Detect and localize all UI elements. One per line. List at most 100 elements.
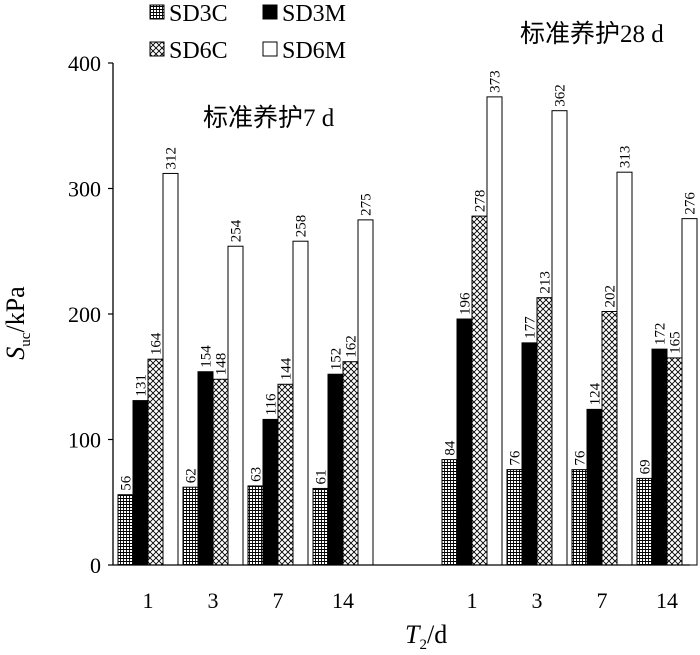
bar-sd6c-g1-t14 xyxy=(342,361,359,566)
y-tick-label-400: 400 xyxy=(68,51,101,76)
y-tick-label-0: 0 xyxy=(90,553,101,578)
y-tick-label-100: 100 xyxy=(68,428,101,453)
bar-sd6c-g2-t1 xyxy=(471,215,488,566)
bar-sd3c-g2-t7 xyxy=(571,469,588,566)
legend-swatch-sd3c xyxy=(149,4,165,20)
bar-sd6m-g2-t14 xyxy=(681,218,698,566)
value-label-sd3c-g2-t3: 76 xyxy=(508,450,524,466)
y-tick-label-200: 200 xyxy=(68,302,101,327)
x-tick-label-g1-t3: 3 xyxy=(208,588,219,613)
bar-sd6c-g1-t7 xyxy=(277,383,294,566)
legend-label-sd6m: SD6M xyxy=(282,38,346,64)
x-tick-label-g2-t14: 14 xyxy=(656,588,678,613)
value-label-sd6c-g1-t14: 162 xyxy=(344,335,360,358)
axes-layer: 1 3 7 14 1 3 7 14 0 100 200 300 400 xyxy=(68,51,690,613)
value-label-sd6c-g2-t1: 278 xyxy=(473,190,489,213)
legend-label-sd3c: SD3C xyxy=(169,1,228,27)
value-label-sd6m-g1-t14: 275 xyxy=(359,193,375,216)
value-label-sd3c-g1-t7: 63 xyxy=(249,467,265,482)
value-label-sd6m-g1-t3: 254 xyxy=(229,219,245,242)
bar-sd3c-g2-t14 xyxy=(636,477,653,566)
value-label-sd6c-g1-t7: 144 xyxy=(279,357,295,380)
bar-sd6c-g2-t14 xyxy=(666,357,683,566)
y-axis-title-main: S xyxy=(0,346,30,360)
value-label-sd6m-g2-t3: 362 xyxy=(553,84,569,107)
value-label-sd3m-g1-t7: 116 xyxy=(264,393,280,415)
value-label-sd6c-g1-t3: 148 xyxy=(214,353,230,376)
bar-sd6m-g2-t7 xyxy=(616,171,633,566)
bar-sd3m-g1-t14 xyxy=(327,373,344,566)
x-tick-label-g2-t7: 7 xyxy=(597,588,608,613)
value-label-sd6c-g2-t7: 202 xyxy=(603,285,619,308)
y-tick-label-300: 300 xyxy=(68,177,101,202)
bar-sd3c-g1-t7 xyxy=(247,485,264,566)
value-label-sd3m-g2-t14: 172 xyxy=(653,323,669,346)
bar-sd3m-g2-t14 xyxy=(651,348,668,566)
legend-swatch-sd6c xyxy=(149,41,165,57)
value-label-sd6m-g1-t1: 312 xyxy=(164,147,180,170)
value-label-sd6c-g2-t3: 213 xyxy=(538,271,554,294)
legend-swatch-sd6m xyxy=(262,41,278,57)
x-tick-label-g1-t14: 14 xyxy=(332,588,354,613)
bar-sd6m-g1-t3 xyxy=(227,245,244,566)
bars-layer xyxy=(117,96,698,566)
value-label-sd3m-g1-t3: 154 xyxy=(199,345,215,368)
bar-sd3m-g2-t1 xyxy=(456,318,473,566)
x-axis-title-main: T xyxy=(405,620,420,649)
bar-sd3m-g1-t3 xyxy=(197,371,214,566)
annotations-layer: 标准养护7 d 标准养护28 d xyxy=(203,20,664,132)
bar-sd3c-g2-t1 xyxy=(441,459,458,566)
bar-sd6m-g2-t1 xyxy=(486,96,503,566)
value-label-sd3m-g1-t14: 152 xyxy=(329,348,345,371)
bar-sd6c-g2-t7 xyxy=(601,310,618,566)
bar-sd3c-g1-t14 xyxy=(312,487,329,566)
y-axis-title-unit: /kPa xyxy=(0,286,30,333)
value-label-sd3m-g1-t1: 131 xyxy=(134,374,150,397)
x-axis-title-sub: 2 xyxy=(419,637,427,654)
bar-sd3c-g1-t3 xyxy=(182,486,199,566)
value-label-sd3c-g1-t14: 61 xyxy=(314,469,330,484)
bar-sd6c-g1-t3 xyxy=(212,378,229,566)
value-label-sd3c-g2-t1: 84 xyxy=(443,440,459,456)
bar-sd6c-g1-t1 xyxy=(147,358,164,566)
value-label-sd6m-g1-t7: 258 xyxy=(294,215,310,238)
legend-label-sd6c: SD6C xyxy=(169,38,228,64)
value-label-sd3m-g2-t3: 177 xyxy=(523,316,539,339)
value-label-sd3m-g2-t7: 124 xyxy=(588,382,604,405)
group-annotation-2: 标准养护28 d xyxy=(520,20,664,48)
value-label-sd3c-g2-t14: 69 xyxy=(638,459,654,474)
x-axis-title: T2/d xyxy=(405,620,447,654)
value-label-sd3m-g2-t1: 196 xyxy=(458,292,474,315)
bar-sd6m-g1-t1 xyxy=(162,172,179,566)
group-annotation-1: 标准养护7 d xyxy=(203,104,335,132)
value-label-sd3c-g1-t1: 56 xyxy=(119,475,135,491)
legend-label-sd3m: SD3M xyxy=(282,1,346,27)
legend-swatch-sd3m xyxy=(262,4,278,20)
bar-sd3m-g2-t3 xyxy=(521,342,538,566)
bar-sd6m-g1-t7 xyxy=(292,240,309,566)
bar-sd3c-g2-t3 xyxy=(506,469,523,566)
bar-sd3m-g2-t7 xyxy=(586,408,603,566)
value-label-sd6m-g2-t7: 313 xyxy=(618,146,634,169)
bar-sd6m-g2-t3 xyxy=(551,110,568,566)
y-axis-title: Suc/kPa xyxy=(1,286,35,359)
value-label-sd6m-g2-t14: 276 xyxy=(683,192,699,215)
bar-sd3c-g1-t1 xyxy=(117,494,134,566)
bar-sd6m-g1-t14 xyxy=(357,219,374,566)
value-label-sd3c-g1-t3: 62 xyxy=(184,468,200,483)
value-label-sd6c-g2-t14: 165 xyxy=(668,331,684,354)
legend: SD3C SD3M SD6C SD6M xyxy=(149,1,346,64)
value-label-sd3c-g2-t7: 76 xyxy=(573,450,589,466)
bar-sd3m-g1-t1 xyxy=(132,400,149,566)
x-axis-title-unit: /d xyxy=(426,620,448,649)
x-tick-label-g1-t7: 7 xyxy=(273,588,284,613)
x-tick-label-g2-t3: 3 xyxy=(532,588,543,613)
value-label-sd6c-g1-t1: 164 xyxy=(149,332,165,355)
y-axis-title-sub: uc xyxy=(18,332,35,347)
bar-sd3m-g1-t7 xyxy=(262,418,279,566)
bar-sd6c-g2-t3 xyxy=(536,297,553,566)
x-tick-label-g2-t1: 1 xyxy=(467,588,478,613)
x-tick-label-g1-t1: 1 xyxy=(143,588,154,613)
